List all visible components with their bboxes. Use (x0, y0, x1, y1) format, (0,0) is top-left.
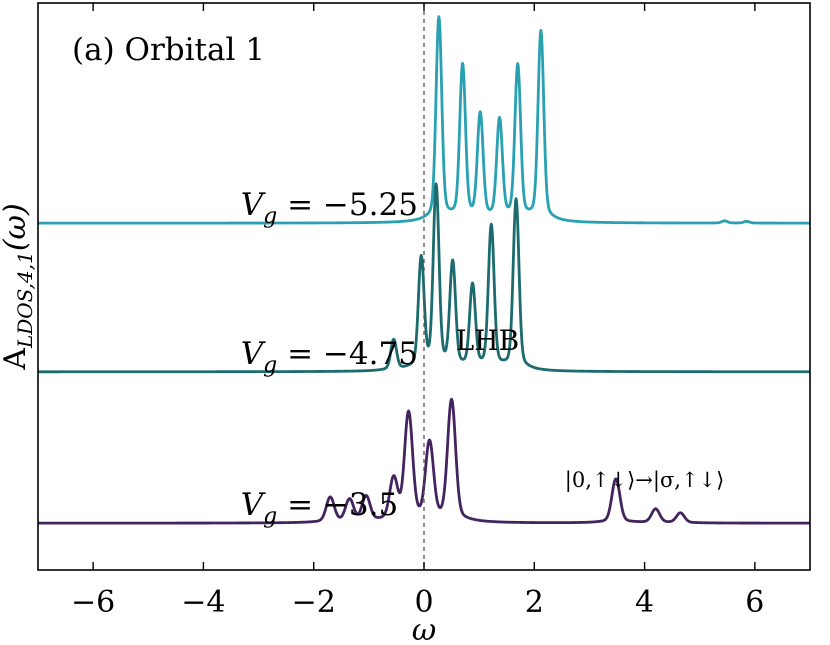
series-labels: Vg = −5.25 Vg = −4.75 Vg = −3.5 (241, 187, 418, 529)
lhb-annotation: LHB (456, 324, 520, 357)
x-axis-label: ω (412, 613, 436, 645)
x-tick-label: 4 (635, 585, 654, 620)
x-tick-label: −4 (181, 585, 225, 620)
y-axis-label-sub: LDOS,4,1 (13, 251, 37, 349)
y-axis-label: ALDOS,4,1(ω) (0, 203, 37, 370)
y-axis-label-main: A (0, 348, 33, 371)
series-label-3: Vg = −3.5 (241, 487, 398, 529)
x-tick-label: 6 (745, 585, 764, 620)
series-label-1: Vg = −5.25 (241, 187, 418, 229)
series-line-1 (37, 15, 811, 225)
transition-annotation: |0,↑↓⟩→|σ,↑↓⟩ (565, 468, 725, 493)
y-axis-label-arg: (ω) (0, 203, 33, 251)
x-tick-label: 0 (414, 585, 433, 620)
x-ticks: −6 −4 −2 0 2 4 6 (71, 3, 764, 620)
x-tick-label: −6 (71, 585, 115, 620)
x-tick-label: −2 (292, 585, 336, 620)
x-tick-label: 2 (525, 585, 544, 620)
series-label-2: Vg = −4.75 (241, 336, 418, 378)
panel-label: (a) Orbital 1 (72, 32, 265, 68)
